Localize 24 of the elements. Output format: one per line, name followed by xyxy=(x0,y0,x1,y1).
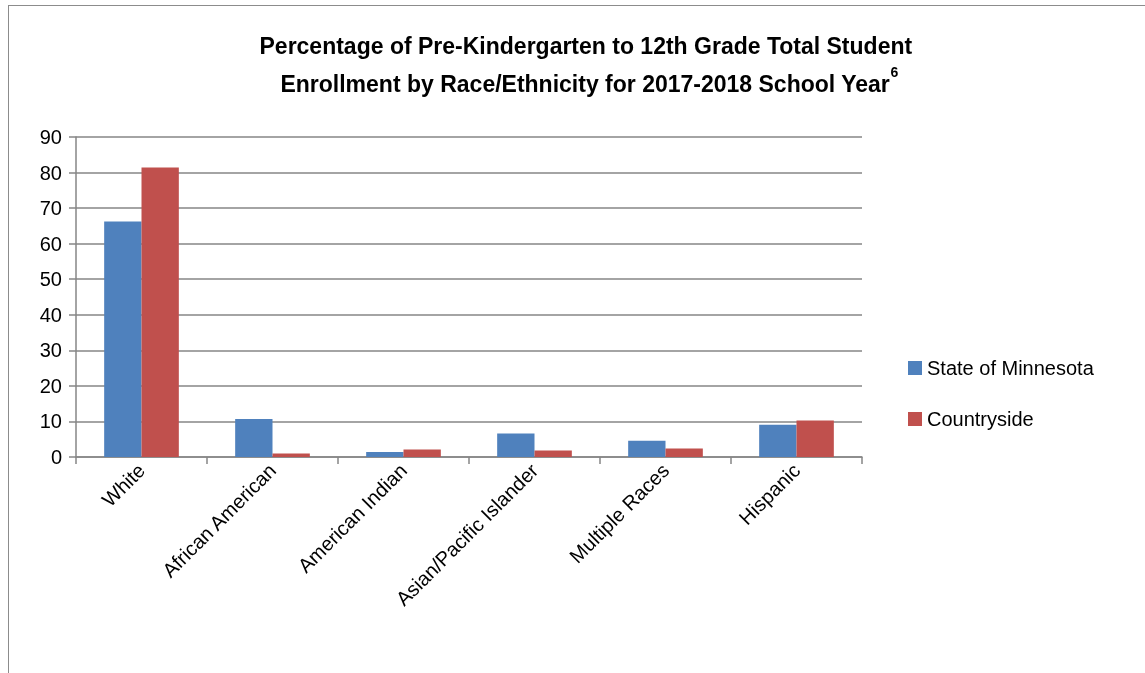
y-tick-label: 80 xyxy=(39,161,62,184)
legend-label: State of Minnesota xyxy=(927,357,1095,379)
y-tick-label: 10 xyxy=(39,410,62,433)
bar xyxy=(403,449,441,457)
y-tick-label: 60 xyxy=(39,232,62,255)
bar xyxy=(796,420,834,457)
bar xyxy=(497,433,535,457)
y-tick-label: 20 xyxy=(39,374,62,397)
bar xyxy=(628,440,666,457)
bar xyxy=(759,424,797,457)
y-tick-label: 70 xyxy=(39,197,62,220)
bar xyxy=(235,418,273,457)
y-tick-label: 50 xyxy=(39,268,62,291)
bar xyxy=(534,450,572,457)
y-tick-label: 40 xyxy=(39,303,62,326)
bar xyxy=(141,167,179,457)
y-tick-label: 90 xyxy=(39,126,62,148)
bar xyxy=(366,452,404,457)
bar xyxy=(272,453,310,457)
y-tick-label: 0 xyxy=(50,446,62,468)
y-tick-label: 30 xyxy=(39,339,62,362)
bar xyxy=(665,448,703,457)
legend-label: Countryside xyxy=(927,408,1034,430)
bar xyxy=(104,221,142,457)
